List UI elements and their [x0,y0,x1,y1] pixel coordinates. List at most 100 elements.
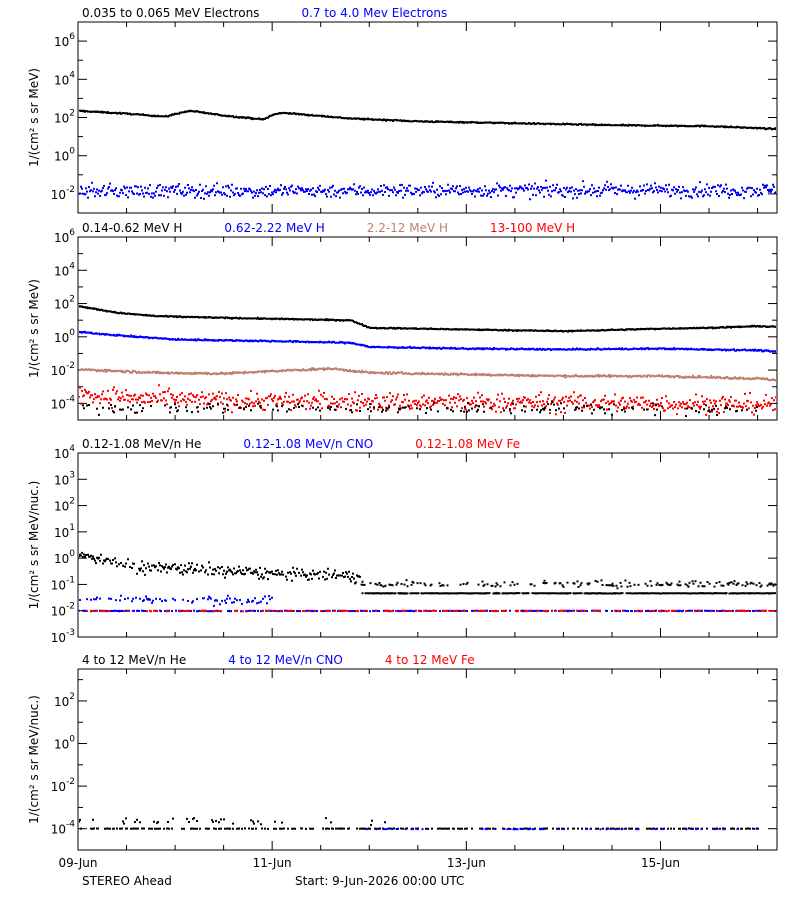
y-tick-label: 106 [54,32,75,49]
legend-entry: 0.7 to 4.0 Mev Electrons [301,6,447,20]
y-tick-exponent: 2 [69,692,75,702]
y-tick-label: 103 [54,470,75,487]
y-tick-base: 10 [51,397,66,411]
y-tick-label: 102 [54,692,75,709]
y-tick-label: 10-2 [51,777,75,794]
y-tick-base: 10 [54,35,69,49]
data-series [80,827,759,830]
y-axis-label: 1/(cm² s sr MeV/nuc.) [27,481,41,610]
data-series [79,551,361,585]
y-axis-label: 1/(cm² s sr MeV) [27,68,41,167]
y-tick-base: 10 [54,447,69,461]
y-tick-label: 102 [54,109,75,126]
chart-panels: 0.035 to 0.065 MeV Electrons 0.7 to 4.0 M… [27,6,778,851]
y-tick-label: 10-1 [51,575,75,592]
panel-protons: 0.14-0.62 MeV H 0.62-2.22 MeV H 2.2-12 MeV… [27,221,778,421]
legend-entry: 2.2-12 MeV H [367,221,448,235]
data-series [361,591,776,595]
y-axis-label: 1/(cm² s sr MeV/nuc.) [27,695,41,824]
y-tick-exponent: 2 [69,109,75,119]
y-tick-base: 10 [51,631,66,645]
data-series [82,401,758,417]
data-points [79,594,273,607]
x-tick-label: 15-Jun [641,856,680,870]
x-tick-label: 09-Jun [58,856,97,870]
y-tick-label: 10-2 [51,361,75,378]
y-tick-label: 100 [54,147,75,164]
data-points [79,817,386,826]
legend: 0.12-1.08 MeV/n He 0.12-1.08 MeV/n CNO 0.1… [82,437,520,451]
y-tick-exponent: -2 [66,602,75,612]
y-tick-base: 10 [54,695,69,709]
data-series [79,594,273,607]
panel-high-energy-ions: 4 to 12 MeV/n He 4 to 12 MeV/n CNO 4 to 12… [27,653,778,851]
legend-entry: 4 to 12 MeV Fe [385,653,475,667]
data-points [82,401,758,417]
y-tick-label: 10-2 [51,185,75,202]
y-tick-label: 106 [54,228,75,245]
data-points [79,366,776,382]
data-points [80,827,759,830]
y-tick-label: 10-2 [51,602,75,619]
y-tick-exponent: -1 [66,575,75,585]
legend: 4 to 12 MeV/n He 4 to 12 MeV/n CNO 4 to 12… [82,653,475,667]
y-tick-base: 10 [54,552,69,566]
y-tick-base: 10 [54,331,69,345]
data-series [79,330,776,353]
y-tick-exponent: 6 [69,228,75,238]
y-tick-label: 10-3 [51,628,75,645]
legend-entry: 0.12-1.08 MeV/n He [82,437,201,451]
legend-entry: 0.12-1.08 MeV/n CNO [243,437,373,451]
data-series [366,827,756,831]
y-tick-label: 10-4 [51,394,76,411]
y-tick-exponent: -2 [66,777,75,787]
y-tick-base: 10 [54,298,69,312]
y-tick-exponent: 4 [69,261,75,271]
y-tick-base: 10 [51,188,66,202]
panel-electrons: 0.035 to 0.065 MeV Electrons 0.7 to 4.0 M… [27,6,778,214]
y-tick-base: 10 [51,578,66,592]
y-tick-exponent: 4 [69,70,75,80]
y-tick-label: 101 [54,523,75,540]
y-tick-exponent: -3 [66,628,75,638]
data-series [79,179,776,201]
y-tick-label: 100 [54,549,75,566]
legend-entry: 0.12-1.08 MeV Fe [415,437,520,451]
y-tick-label: 102 [54,497,75,514]
x-tick-label: 11-Jun [253,856,292,870]
y-tick-exponent: 3 [69,470,75,480]
y-tick-exponent: -4 [66,820,75,830]
data-series [79,384,776,416]
x-tick-label: 13-Jun [447,856,486,870]
spacecraft-label: STEREO Ahead [82,874,172,888]
y-tick-base: 10 [54,150,69,164]
data-series [79,109,776,131]
legend-entry: 0.62-2.22 MeV H [224,221,324,235]
data-points [79,179,776,201]
legend: 0.035 to 0.065 MeV Electrons 0.7 to 4.0 M… [82,6,447,20]
y-tick-base: 10 [54,526,69,540]
y-tick-label: 104 [54,70,75,87]
y-tick-base: 10 [51,780,66,794]
y-tick-exponent: 2 [69,295,75,305]
y-tick-exponent: 0 [69,549,75,559]
y-tick-exponent: 0 [69,147,75,157]
y-tick-base: 10 [54,231,69,245]
panel-low-energy-ions: 0.12-1.08 MeV/n He 0.12-1.08 MeV/n CNO 0.1… [27,437,778,645]
start-time-label: Start: 9-Jun-2026 00:00 UTC [295,874,464,888]
legend-entry: 4 to 12 MeV/n CNO [228,653,343,667]
plot-frame [77,668,778,851]
plot-frame [77,236,778,421]
data-points [360,579,776,590]
y-tick-base: 10 [54,73,69,87]
data-points [86,609,775,613]
y-tick-label: 104 [54,444,75,461]
legend: 0.14-0.62 MeV H 0.62-2.22 MeV H 2.2-12 MeV… [82,221,575,235]
data-points [79,109,776,131]
y-tick-base: 10 [54,112,69,126]
y-axis-label: 1/(cm² s sr MeV) [27,279,41,378]
y-tick-exponent: -4 [66,394,75,404]
y-tick-label: 10-4 [51,820,76,837]
